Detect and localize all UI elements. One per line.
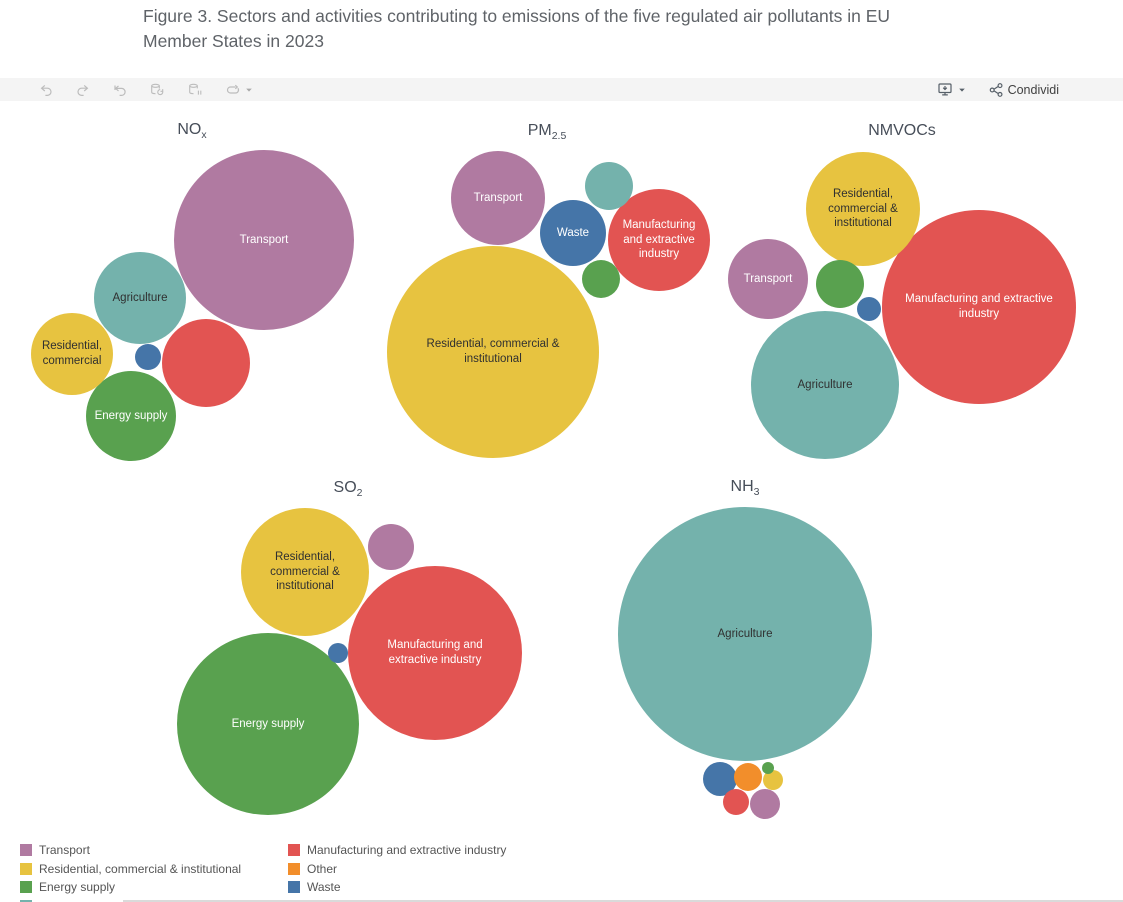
legend-swatch-waste: [288, 881, 300, 893]
toolbar: Condividi: [0, 78, 1123, 101]
bubble-pm25-manufacturing[interactable]: Manufacturing and extractive industry: [608, 189, 710, 291]
bubble-nmvocs-waste[interactable]: [857, 297, 881, 321]
legend-swatch-residential: [20, 862, 32, 875]
revert-button[interactable]: [112, 82, 128, 98]
bubble-so2-transport[interactable]: [368, 524, 414, 570]
legend-item-agriculture[interactable]: [20, 899, 241, 902]
bubble-nox-agriculture[interactable]: Agriculture: [94, 252, 186, 344]
redo-icon: [77, 84, 89, 96]
legend-label: Waste: [307, 880, 341, 894]
legend-left-column: Transport Residential, commercial & insti…: [20, 843, 242, 902]
bubble-nh3-other[interactable]: [734, 763, 762, 791]
bubble-nmvocs-transport[interactable]: Transport: [728, 239, 808, 319]
revert-icon: [114, 84, 126, 96]
bubble-nmvocs-agriculture[interactable]: Agriculture: [751, 311, 899, 459]
legend-item-manufacturing[interactable]: Manufacturing and extractive industry: [288, 843, 507, 857]
refresh-data-button[interactable]: [149, 82, 166, 98]
bubble-so2-residential[interactable]: Residential, commercial & institutional: [241, 508, 369, 636]
refresh-data-icon: [151, 83, 164, 95]
redo-button[interactable]: [75, 82, 91, 98]
chevron-down-icon: [958, 88, 965, 92]
legend-item-other[interactable]: Other: [288, 861, 506, 876]
bubble-nh3-transport[interactable]: [750, 789, 780, 819]
legend-swatch-other: [288, 862, 300, 875]
legend-swatch-transport: [20, 844, 32, 856]
legend-swatch-manufacturing: [288, 844, 300, 856]
bubble-nh3-residential[interactable]: [763, 770, 783, 790]
share-button-label: Condividi: [1007, 82, 1059, 97]
legend-label: Transport: [39, 843, 90, 857]
figure-title: Figure 3. Sectors and activities contrib…: [143, 6, 891, 51]
bubble-nmvocs-residential[interactable]: Residential, commercial & institutional: [806, 152, 920, 266]
bubble-nox-transport[interactable]: Transport: [174, 150, 354, 330]
download-button[interactable]: [936, 81, 967, 98]
legend-item-energy[interactable]: Energy supply: [20, 880, 241, 894]
bubble-nox-residential[interactable]: Residential, commercial: [31, 313, 113, 395]
legend-label: Manufacturing and extractive industry: [307, 843, 507, 857]
toolbar-left-group: [0, 82, 254, 98]
bubble-so2-manufacturing[interactable]: Manufacturing and extractive industry: [348, 566, 522, 740]
bubble-so2-energy[interactable]: Energy supply: [177, 633, 359, 815]
bubble-nox-waste[interactable]: [135, 344, 161, 370]
view-history-icon: [226, 84, 240, 94]
bubble-nmvocs-energy[interactable]: [816, 260, 864, 308]
view-history-button[interactable]: [225, 82, 254, 98]
bubble-nmvocs-manufacturing[interactable]: Manufacturing and extractive industry: [882, 210, 1076, 404]
bubble-pm25-waste[interactable]: Waste: [540, 200, 606, 266]
undo-icon: [40, 84, 52, 96]
legend-label: Other: [307, 861, 338, 876]
legend-swatch-energy: [20, 881, 32, 893]
chart-title-nox: NOx: [177, 120, 207, 142]
bubble-nox-energy[interactable]: Energy supply: [86, 371, 176, 461]
legend-label: Residential, commercial & institutional: [39, 861, 242, 876]
pause-auto-updates-icon: [189, 83, 202, 95]
bubble-nh3-energy[interactable]: [762, 762, 774, 774]
legend-swatch-agriculture: [20, 899, 32, 902]
bubble-so2-waste[interactable]: [328, 643, 348, 663]
bubble-pm25-residential[interactable]: Residential, commercial & institutional: [387, 246, 599, 458]
share-icon: [989, 82, 1003, 97]
chart-title-nmvocs: NMVOCs: [868, 122, 936, 139]
legend-item-transport[interactable]: Transport: [20, 843, 241, 857]
toolbar-right-group: Condividi: [936, 81, 1123, 98]
bubble-pm25-energy[interactable]: [582, 260, 620, 298]
legend-label: Energy supply: [39, 880, 116, 894]
bubble-nh3-manufacturing[interactable]: [723, 789, 749, 815]
display-download-icon: [937, 83, 952, 96]
bubble-pm25-transport[interactable]: Transport: [451, 151, 545, 245]
chevron-down-icon: [246, 88, 252, 92]
bubble-nox-manufacturing[interactable]: [162, 319, 250, 407]
pause-auto-updates-button[interactable]: [187, 82, 204, 98]
bubble-pm25-agriculture[interactable]: [585, 162, 633, 210]
chart-title-so2: SO2: [333, 478, 363, 500]
share-button[interactable]: Condividi: [988, 82, 1059, 98]
legend-right-column: Manufacturing and extractive industry Oth…: [288, 843, 507, 900]
bubble-nh3-agriculture[interactable]: Agriculture: [618, 507, 872, 761]
legend-item-waste[interactable]: Waste: [288, 880, 506, 894]
chart-title-pm25: PM2.5: [527, 121, 567, 143]
undo-button[interactable]: [38, 82, 54, 98]
chart-title-nh3: NH3: [730, 477, 760, 499]
bottom-edge-strip: [123, 900, 1123, 902]
legend-item-residential[interactable]: Residential, commercial & institutional: [20, 861, 242, 876]
